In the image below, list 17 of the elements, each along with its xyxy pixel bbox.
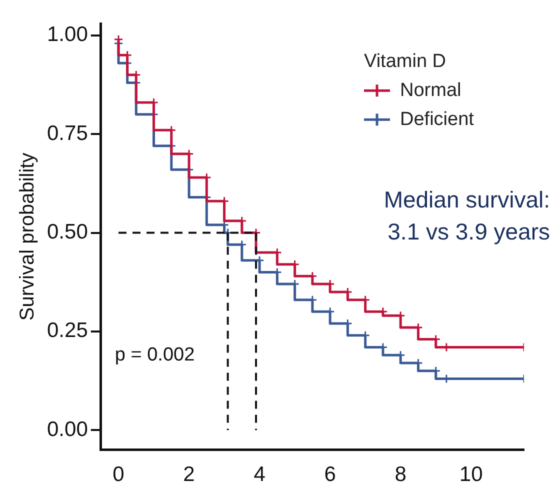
x-tick-label: 10 bbox=[459, 463, 483, 486]
annotation: p = 0.002 bbox=[114, 344, 195, 366]
y-axis-title: Survival probability bbox=[16, 152, 39, 321]
y-tick-label: 0.25 bbox=[46, 319, 88, 342]
y-tick-label: 0.00 bbox=[46, 418, 88, 441]
x-tick-label: 0 bbox=[112, 463, 124, 486]
y-tick-label: 0.75 bbox=[46, 122, 88, 145]
y-tick-label: 0.50 bbox=[46, 220, 88, 244]
legend-label: Deficient bbox=[400, 108, 475, 130]
x-tick-label: 8 bbox=[394, 463, 406, 486]
y-tick-label: 1.00 bbox=[46, 23, 88, 46]
annotation: Median survival: 3.1 vs 3.9 years bbox=[384, 186, 550, 245]
x-tick-label: 2 bbox=[183, 463, 195, 486]
legend-label: Normal bbox=[400, 80, 462, 101]
x-tick-label: 4 bbox=[254, 463, 266, 486]
legend-title: Vitamin D bbox=[364, 50, 446, 72]
x-tick-label: 6 bbox=[324, 463, 336, 486]
